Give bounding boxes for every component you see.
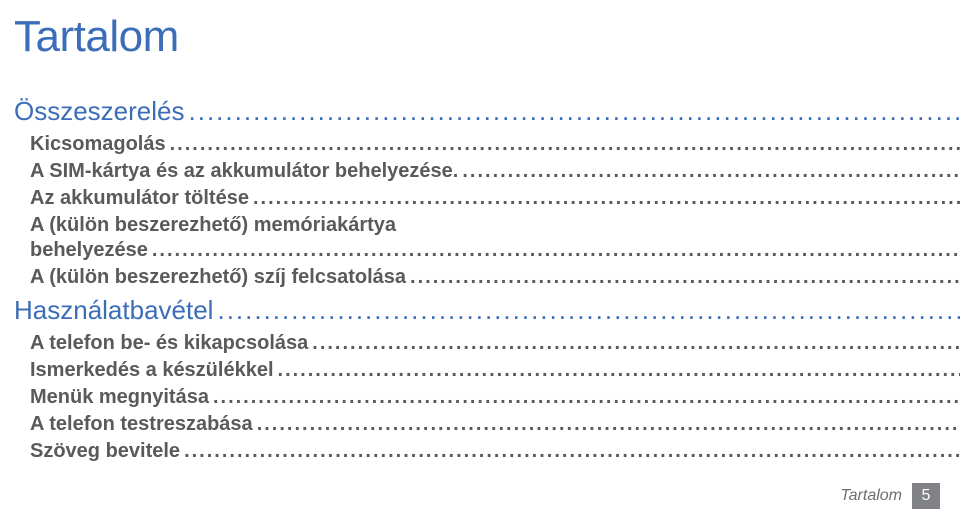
toc-leader: [312, 332, 960, 355]
toc-entry-label: A (külön beszerezhető) memóriakártya: [30, 214, 960, 237]
toc-entry[interactable]: A (külön beszerezhető) szíj felcsatolása…: [14, 266, 960, 289]
toc-leader: [257, 413, 960, 436]
toc-entry-label: A (külön beszerezhető) szíj felcsatolása: [30, 266, 406, 289]
toc-entry[interactable]: A (külön beszerezhető) memóriakártyabehe…: [14, 214, 960, 262]
toc-leader: [462, 160, 960, 183]
toc-entry-label: A SIM-kártya és az akkumulátor behelyezé…: [30, 160, 458, 183]
page-footer: Tartalom 5: [840, 483, 940, 509]
toc-entry-label: behelyezése: [30, 239, 148, 262]
toc-entry-label: Menük megnyitása: [30, 386, 209, 409]
toc-leader: [410, 266, 960, 289]
toc-entry-label: A telefon testreszabása: [30, 413, 253, 436]
footer-label: Tartalom: [840, 487, 902, 505]
toc-leader: [170, 133, 960, 156]
toc-leader: [217, 295, 960, 326]
toc-section-heading[interactable]: Használatbavétel15: [14, 295, 960, 326]
page-title: Tartalom: [14, 12, 922, 62]
toc-entry[interactable]: Menük megnyitása19: [14, 386, 960, 409]
toc-section-heading[interactable]: Összeszerelés8: [14, 96, 960, 127]
toc-leader: [184, 440, 960, 463]
toc-entry-label: Kicsomagolás: [30, 133, 166, 156]
footer-page-badge: 5: [912, 483, 940, 509]
toc-column-left: Összeszerelés8 Kicsomagolás8 A SIM-kártya …: [14, 90, 960, 467]
toc-entry-label: Ismerkedés a készülékkel: [30, 359, 274, 382]
toc-entry[interactable]: Ismerkedés a készülékkel15: [14, 359, 960, 382]
toc-entry[interactable]: Az akkumulátor töltése10: [14, 187, 960, 210]
toc-entry-label: A telefon be- és kikapcsolása: [30, 332, 308, 355]
toc-entry[interactable]: A telefon be- és kikapcsolása15: [14, 332, 960, 355]
toc-section-label: Összeszerelés: [14, 96, 185, 127]
toc-leader: [152, 239, 960, 262]
toc-entry[interactable]: Szöveg bevitele23: [14, 440, 960, 463]
toc-section-label: Használatbavétel: [14, 295, 213, 326]
toc-entry[interactable]: Kicsomagolás8: [14, 133, 960, 156]
toc-leader: [189, 96, 960, 127]
toc-entry[interactable]: A telefon testreszabása19: [14, 413, 960, 436]
toc-entry-label: Az akkumulátor töltése: [30, 187, 249, 210]
toc-leader: [278, 359, 960, 382]
toc-leader: [253, 187, 960, 210]
toc-leader: [213, 386, 960, 409]
toc-columns: Összeszerelés8Kicsomagolás8A SIM-kártya …: [14, 90, 922, 467]
toc-entry-label: Szöveg bevitele: [30, 440, 180, 463]
toc-entry[interactable]: A SIM-kártya és az akkumulátor behelyezé…: [14, 160, 960, 183]
